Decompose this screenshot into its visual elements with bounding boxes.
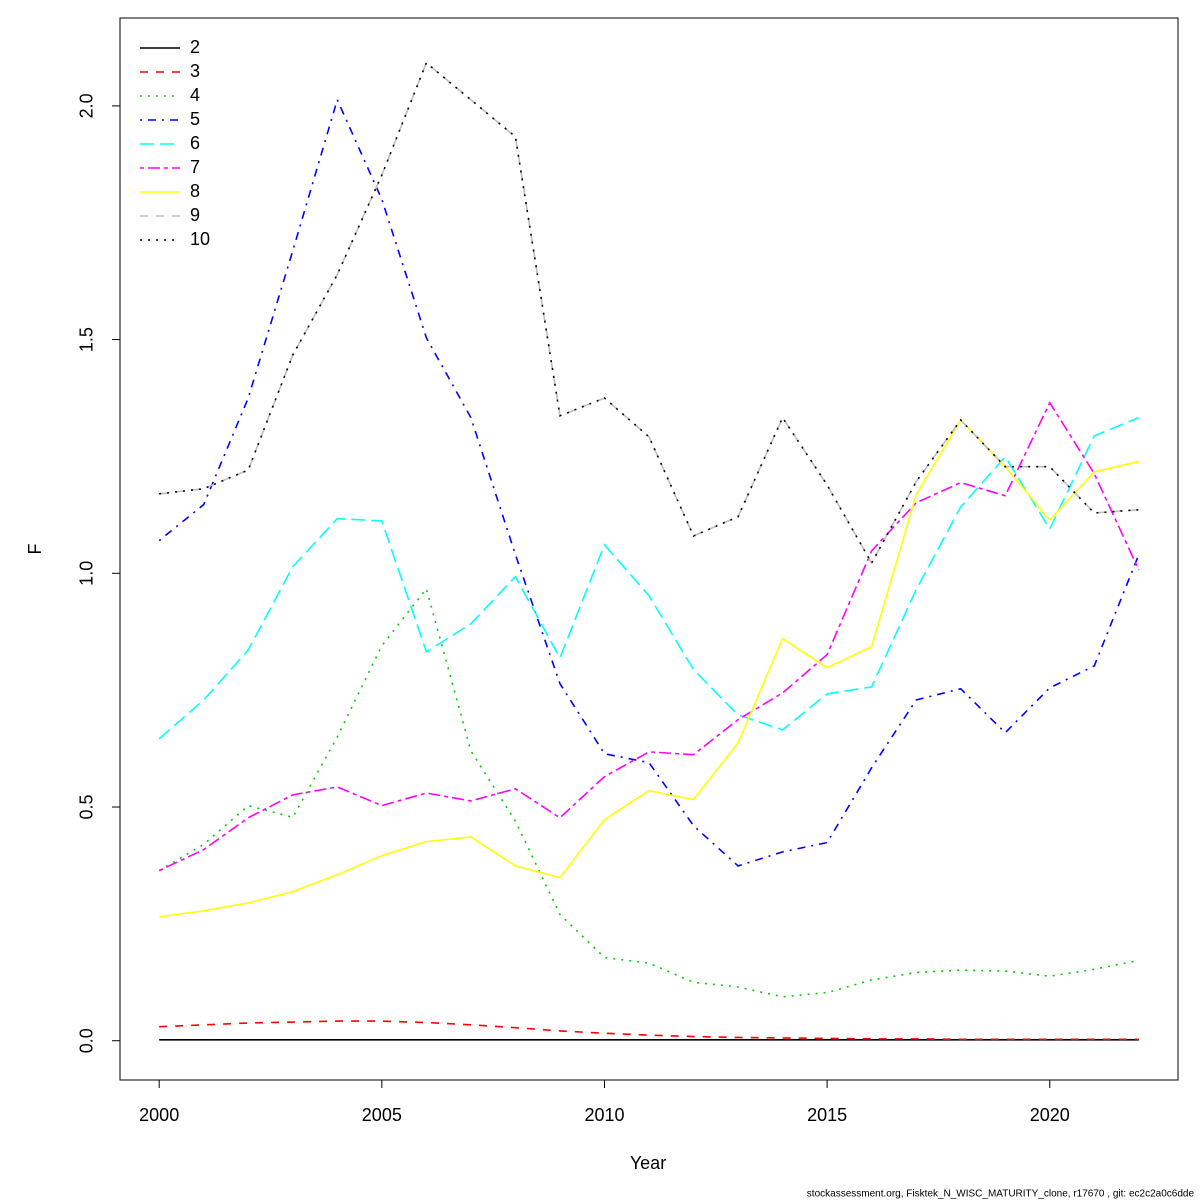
legend-label: 6 [190, 133, 200, 153]
legend-label: 2 [190, 37, 200, 57]
x-axis-label: Year [630, 1153, 666, 1173]
series-line [158, 97, 1140, 867]
legend-label: 7 [190, 157, 200, 177]
legend-label: 3 [190, 61, 200, 81]
series-line [159, 61, 1139, 565]
series-line [159, 418, 1139, 918]
x-tick-label: 2000 [139, 1105, 179, 1125]
y-axis-label: F [25, 544, 45, 555]
x-tick-label: 2020 [1030, 1105, 1070, 1125]
x-tick-label: 2005 [362, 1105, 402, 1125]
series-line [159, 1020, 1139, 1041]
legend-label: 4 [190, 85, 200, 105]
series-line [158, 416, 1140, 740]
legend-label: 10 [190, 229, 210, 249]
legend-label: 9 [190, 205, 200, 225]
series-line [159, 61, 1139, 565]
y-tick-label: 1.0 [77, 561, 97, 586]
legend-label: 5 [190, 109, 200, 129]
y-tick-label: 1.5 [77, 327, 97, 352]
x-tick-label: 2010 [584, 1105, 624, 1125]
series-line [158, 586, 1139, 998]
plot-frame [119, 17, 1179, 1081]
legend-label: 8 [190, 181, 200, 201]
x-tick-label: 2015 [807, 1105, 847, 1125]
y-tick-label: 0.5 [77, 795, 97, 820]
y-tick-label: 0.0 [77, 1028, 97, 1053]
series-line [158, 401, 1140, 872]
footer: stockassessment.org, Fisktek_N_WISC_MATU… [807, 1189, 1195, 1200]
y-tick-label: 2.0 [77, 93, 97, 118]
